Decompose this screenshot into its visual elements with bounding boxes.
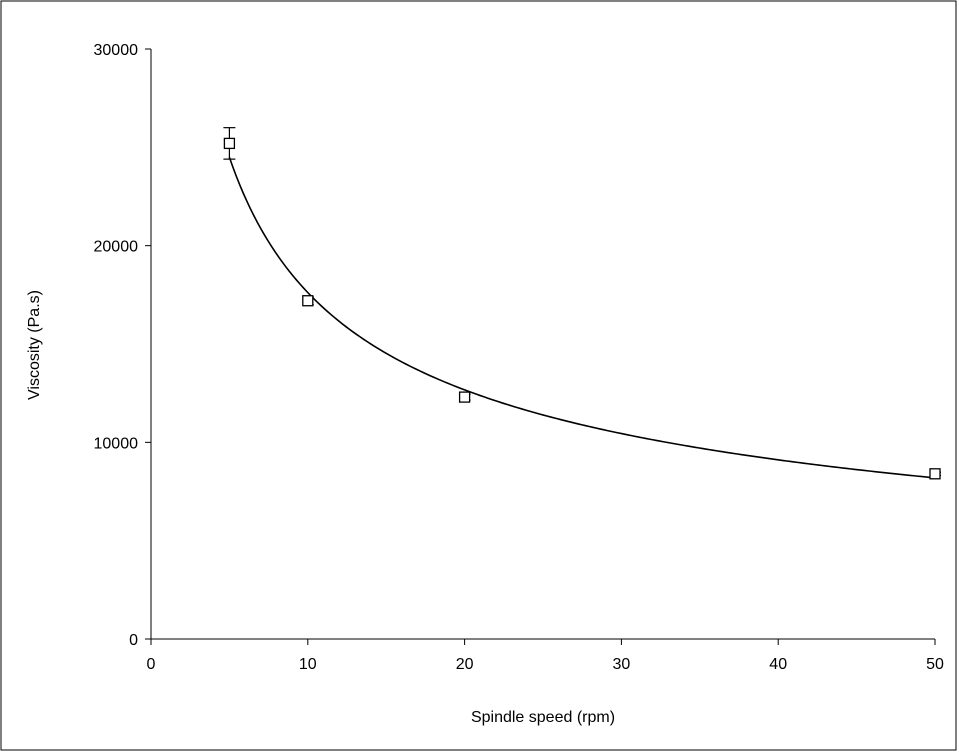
x-tick-label: 0 [147, 656, 156, 673]
data-point-marker [458, 391, 471, 403]
data-point-marker [302, 295, 314, 307]
y-tick-label: 30000 [94, 42, 139, 59]
y-axis-title: Viscosity (Pa.s) [26, 290, 43, 400]
data-point-marker [929, 468, 941, 480]
x-tick-label: 20 [456, 656, 474, 673]
y-axis-ticks: 0 10000 20000 30000 [94, 42, 151, 649]
x-tick-label: 10 [299, 656, 317, 673]
y-tick-label: 0 [129, 632, 138, 649]
x-axis-title: Spindle speed (rpm) [471, 709, 615, 726]
x-tick-label: 50 [926, 656, 944, 673]
data-point-marker [223, 137, 236, 150]
trendline [228, 157, 936, 479]
x-tick-label: 40 [769, 656, 787, 673]
axes [150, 49, 935, 640]
y-tick-label: 10000 [94, 435, 139, 452]
y-tick-label: 20000 [94, 239, 139, 256]
x-axis-ticks: 0 10 20 30 40 50 [147, 639, 944, 673]
x-tick-label: 30 [613, 656, 631, 673]
trendline-group [228, 157, 936, 479]
data-points [223, 127, 941, 480]
